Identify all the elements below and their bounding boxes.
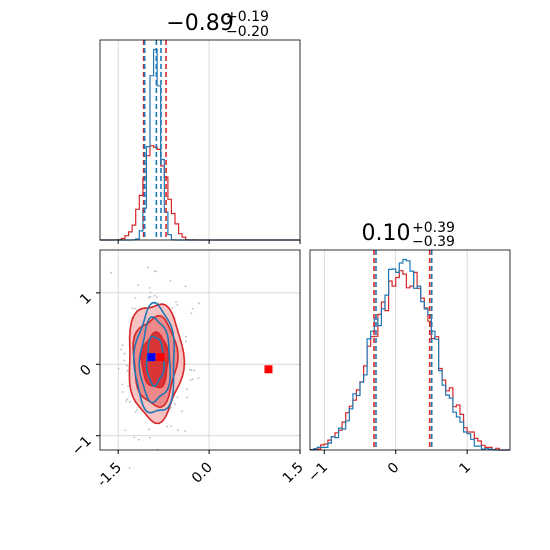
x-tick-label-param-1: 0.0 xyxy=(189,460,216,487)
scatter-point xyxy=(171,307,174,309)
scatter-point xyxy=(190,369,193,372)
scatter-point xyxy=(137,284,140,286)
contour-blue-2 xyxy=(138,316,172,404)
scatter-point xyxy=(184,335,187,338)
title-param-1: −0.89 xyxy=(166,11,233,36)
scatter-point xyxy=(134,307,136,310)
y-tick-label: 1 xyxy=(77,290,95,308)
hist-param-1-panel xyxy=(99,39,301,244)
scatter-point xyxy=(134,411,137,414)
scatter-point xyxy=(126,364,128,367)
scatter-point xyxy=(197,302,200,305)
scatter-point xyxy=(186,396,188,399)
scatter-point xyxy=(125,398,128,401)
scatter-point xyxy=(176,396,179,399)
title-param-1-sub: −0.20 xyxy=(226,24,269,40)
scatter-point xyxy=(149,291,152,294)
scatter-point xyxy=(190,312,193,315)
hist-param-2-panel: −1 0 1 xyxy=(305,249,511,486)
contour-blue-3 xyxy=(145,335,165,388)
scatter-point xyxy=(153,270,156,272)
scatter-point xyxy=(147,266,149,269)
scatter-point xyxy=(191,307,194,310)
scatter-point xyxy=(166,425,169,428)
scatter-point xyxy=(174,403,176,406)
scatter-point xyxy=(126,369,129,372)
marker-red xyxy=(264,365,273,374)
scatter-point xyxy=(123,359,126,362)
scatter-point xyxy=(131,307,134,309)
marker-red-near xyxy=(156,353,165,362)
scatter-point xyxy=(133,436,136,439)
scatter-point xyxy=(148,286,151,289)
scatter-point xyxy=(125,400,128,403)
scatter-point xyxy=(121,391,124,393)
joint-density-panel: -1.5 0.0 1.5 −1 0 1 xyxy=(69,249,307,491)
scatter-point xyxy=(147,296,150,299)
scatter-point xyxy=(117,367,120,370)
scatter-point xyxy=(176,303,179,306)
scatter-point xyxy=(121,344,124,347)
scatter-point xyxy=(156,296,158,299)
param-1-hist-blue xyxy=(100,48,300,241)
scatter-point xyxy=(188,368,191,371)
scatter-point xyxy=(186,388,189,391)
scatter-point xyxy=(110,271,112,274)
scatter-point xyxy=(184,285,187,288)
x-tick-label-param-2: 0 xyxy=(385,460,403,478)
scatter-point xyxy=(184,363,187,365)
param-2-hist-blue xyxy=(310,258,510,451)
param-2-hist-red xyxy=(310,270,510,451)
scatter-point xyxy=(184,340,187,343)
title-param-2-sup: +0.39 xyxy=(412,220,455,236)
scatter-point xyxy=(175,301,177,304)
x-tick-label-param-1: -1.5 xyxy=(94,460,125,491)
scatter-point xyxy=(157,301,159,304)
y-tick-label: 0 xyxy=(77,362,95,380)
scatter-point xyxy=(124,429,127,432)
axes-frame xyxy=(99,249,301,451)
scatter-point xyxy=(121,383,124,386)
scatter-point xyxy=(127,385,130,387)
scatter-point xyxy=(191,378,194,381)
scatter-point xyxy=(128,400,131,403)
scatter-point xyxy=(134,296,137,299)
title-param-1-sup: +0.19 xyxy=(226,9,269,25)
x-tick-label-param-1: 1.5 xyxy=(280,460,307,487)
scatter-point xyxy=(149,295,152,298)
scatter-point xyxy=(153,294,156,297)
scatter-point xyxy=(128,466,131,469)
scatter-point xyxy=(169,279,172,282)
marker-blue xyxy=(147,353,156,362)
title-param-2-sub: −0.39 xyxy=(412,234,455,250)
scatter-point xyxy=(120,348,123,351)
scatter-point xyxy=(184,430,187,432)
scatter-point xyxy=(181,410,184,413)
scatter-point xyxy=(170,425,173,428)
y-tick-label: −1 xyxy=(69,433,95,459)
scatter-point xyxy=(137,438,140,441)
contour-blue-1 xyxy=(132,301,176,414)
scatter-point xyxy=(148,436,151,439)
scatter-point xyxy=(123,352,126,355)
scatter-point xyxy=(177,429,180,432)
x-tick-label-param-2: −1 xyxy=(305,460,331,486)
scatter-point xyxy=(189,379,192,382)
scatter-point xyxy=(197,377,200,379)
axes-frame xyxy=(99,39,301,241)
axes-frame xyxy=(309,249,511,451)
scatter-point xyxy=(193,369,196,372)
scatter-point xyxy=(148,428,150,431)
x-tick-label-param-2: 1 xyxy=(456,460,474,478)
scatter-point xyxy=(136,409,139,412)
param-1-hist-red xyxy=(100,145,300,241)
title-param-2: 0.10 xyxy=(362,221,411,246)
scatter-point xyxy=(169,407,172,409)
